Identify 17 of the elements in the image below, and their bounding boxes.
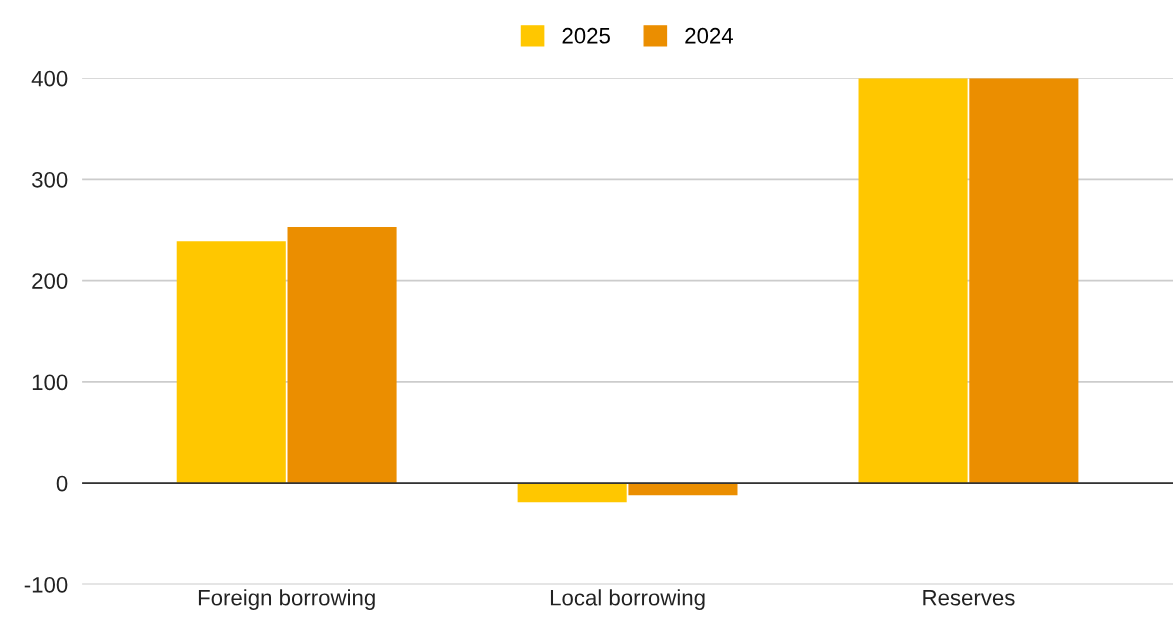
bar — [969, 78, 1079, 484]
bar — [287, 226, 397, 484]
y-tick-label: 300 — [32, 171, 68, 188]
bar — [517, 483, 627, 503]
y-tick-label: 400 — [31, 70, 68, 87]
y-tick-label: 100 — [32, 374, 68, 391]
y-tick-label: -100 — [24, 576, 68, 593]
legend-label: 2025 — [562, 27, 610, 44]
bar — [628, 483, 738, 496]
y-tick-label: 0 — [56, 475, 68, 492]
bar — [176, 241, 286, 484]
x-tick-label: Local borrowing — [550, 589, 705, 610]
bar — [858, 78, 968, 484]
x-tick-label: Foreign borrowing — [198, 589, 375, 610]
legend-label: 2024 — [685, 27, 734, 44]
x-tick-label: Reserves — [923, 590, 1015, 606]
y-tick-label: 200 — [32, 273, 68, 289]
